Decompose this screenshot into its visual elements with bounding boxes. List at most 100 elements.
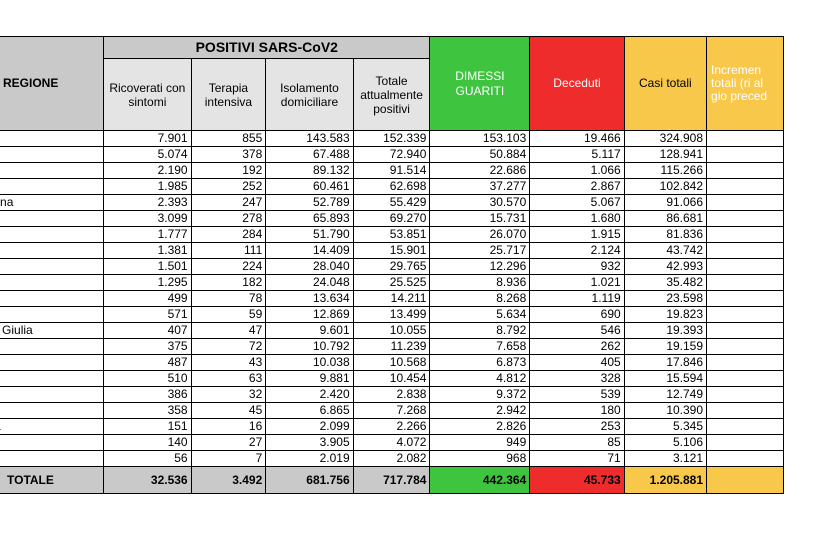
casi-totali-cell: 15.594 — [623, 370, 708, 387]
deceduti-cell: 71 — [529, 450, 625, 467]
terapia-cell: 378 — [190, 146, 267, 163]
incremento-cell — [706, 322, 784, 339]
totale-positivi-cell: 55.429 — [352, 194, 431, 211]
deceduti-cell: 5.117 — [529, 146, 625, 163]
isolamento-cell: 52.789 — [265, 194, 354, 211]
ricoverati-cell: 2.190 — [103, 162, 192, 179]
table-row: 1.985 252 60.461 62.698 37.277 2.867 102.842 — [0, 178, 784, 195]
incremento-cell — [706, 354, 784, 371]
terapia-header: Terapia intensiva — [190, 58, 267, 131]
totale-positivi-cell: 10.454 — [352, 370, 431, 387]
region-name: ia — [0, 162, 105, 179]
totale-positivi-cell: 10.055 — [352, 322, 431, 339]
dimessi-cell: 12.296 — [429, 258, 531, 275]
table-row: dia7.901855143.583152.339153.10319.46632… — [0, 130, 784, 147]
dimessi-cell: 7.658 — [429, 338, 531, 355]
terapia-cell: 59 — [190, 306, 267, 323]
casi-totali-cell: 35.482 — [623, 274, 708, 291]
deceduti-cell: 1.119 — [529, 290, 625, 307]
table-row: 375 72 10.792 11.239 7.658 262 19.159 — [0, 338, 784, 355]
deceduti-cell: 2.124 — [529, 242, 625, 259]
region-header: REGIONE — [0, 36, 105, 131]
deceduti-cell: 1.915 — [529, 226, 625, 243]
isolamento-cell: 14.409 — [265, 242, 354, 259]
dimessi-cell: 153.103 — [429, 130, 531, 147]
casi-totali-cell: 23.598 — [623, 290, 708, 307]
incremento-cell — [706, 146, 784, 163]
ricoverati-cell: 7.901 — [103, 130, 192, 147]
ricoverati-cell: 5.074 — [103, 146, 192, 163]
casi-totali-cell: 10.390 — [623, 402, 708, 419]
totals-label: TOTALE — [0, 466, 105, 494]
ricoverati-cell: 1.777 — [103, 226, 192, 243]
isolamento-cell: 24.048 — [265, 274, 354, 291]
region-name — [0, 210, 105, 227]
terapia-cell: 27 — [190, 434, 267, 451]
terapia-cell: 284 — [190, 226, 267, 243]
dimessi-cell: 949 — [429, 434, 531, 451]
region-name: e — [0, 146, 105, 163]
deceduti-cell: 85 — [529, 434, 625, 451]
incremento-cell — [706, 194, 784, 211]
ricoverati-header: Ricoverati con sintomi — [103, 58, 192, 131]
ricoverati-cell: 1.501 — [103, 258, 192, 275]
casi-totali-cell: 115.266 — [623, 162, 708, 179]
totale-positivi-cell: 152.339 — [352, 130, 431, 147]
region-name: nto — [0, 386, 105, 403]
incremento-cell — [706, 434, 784, 451]
isolamento-cell: 67.488 — [265, 146, 354, 163]
region-name — [0, 274, 105, 291]
ricoverati-cell: 1.381 — [103, 242, 192, 259]
isolamento-cell: 10.038 — [265, 354, 354, 371]
terapia-cell: 111 — [190, 242, 267, 259]
totale-positivi-cell: 2.838 — [352, 386, 431, 403]
terapia-cell: 47 — [190, 322, 267, 339]
incremento-cell — [706, 370, 784, 387]
casi-totali-header: Casi totali — [623, 36, 708, 131]
region-name — [0, 306, 105, 323]
totale-positivi-cell: 91.514 — [352, 162, 431, 179]
region-name — [0, 338, 105, 355]
deceduti-cell: 328 — [529, 370, 625, 387]
ricoverati-cell: 571 — [103, 306, 192, 323]
incremento-cell — [706, 162, 784, 179]
terapia-cell: 45 — [190, 402, 267, 419]
dimessi-cell: 968 — [429, 450, 531, 467]
ricoverati-cell: 407 — [103, 322, 192, 339]
totals-dimessi: 442.364 — [429, 466, 531, 494]
dimessi-cell: 4.812 — [429, 370, 531, 387]
totale-positivi-cell: 72.940 — [352, 146, 431, 163]
deceduti-cell: 19.466 — [529, 130, 625, 147]
casi-totali-cell: 19.823 — [623, 306, 708, 323]
isolamento-cell: 12.869 — [265, 306, 354, 323]
incremento-cell — [706, 130, 784, 147]
casi-totali-cell: 19.159 — [623, 338, 708, 355]
isolamento-cell: 28.040 — [265, 258, 354, 275]
casi-totali-cell: 5.345 — [623, 418, 708, 435]
ricoverati-cell: 487 — [103, 354, 192, 371]
casi-totali-cell: 17.846 — [623, 354, 708, 371]
dimessi-cell: 2.942 — [429, 402, 531, 419]
isolamento-cell: 2.019 — [265, 450, 354, 467]
totale-positivi-cell: 15.901 — [352, 242, 431, 259]
totals-ricoverati: 32.536 — [103, 466, 192, 494]
ricoverati-cell: 375 — [103, 338, 192, 355]
totale-positivi-cell: 25.525 — [352, 274, 431, 291]
totals-terapia: 3.492 — [190, 466, 267, 494]
terapia-cell: 78 — [190, 290, 267, 307]
region-name: Aosta — [0, 418, 105, 435]
table-body: dia7.901855143.583152.339153.10319.46632… — [0, 130, 784, 467]
table-row: 56 7 2.019 2.082 968 71 3.121 — [0, 450, 784, 467]
dimessi-cell: 9.372 — [429, 386, 531, 403]
isolamento-cell: 65.893 — [265, 210, 354, 227]
region-name: dia — [0, 130, 105, 147]
dimessi-cell: 50.884 — [429, 146, 531, 163]
deceduti-cell: 1.021 — [529, 274, 625, 291]
totals-incremento — [706, 466, 784, 494]
terapia-cell: 72 — [190, 338, 267, 355]
casi-totali-cell: 19.393 — [623, 322, 708, 339]
isolamento-cell: 60.461 — [265, 178, 354, 195]
table-row: nezia Giulia407479.60110.0558.79254619.3… — [0, 322, 784, 339]
totals-isolamento: 681.756 — [265, 466, 354, 494]
